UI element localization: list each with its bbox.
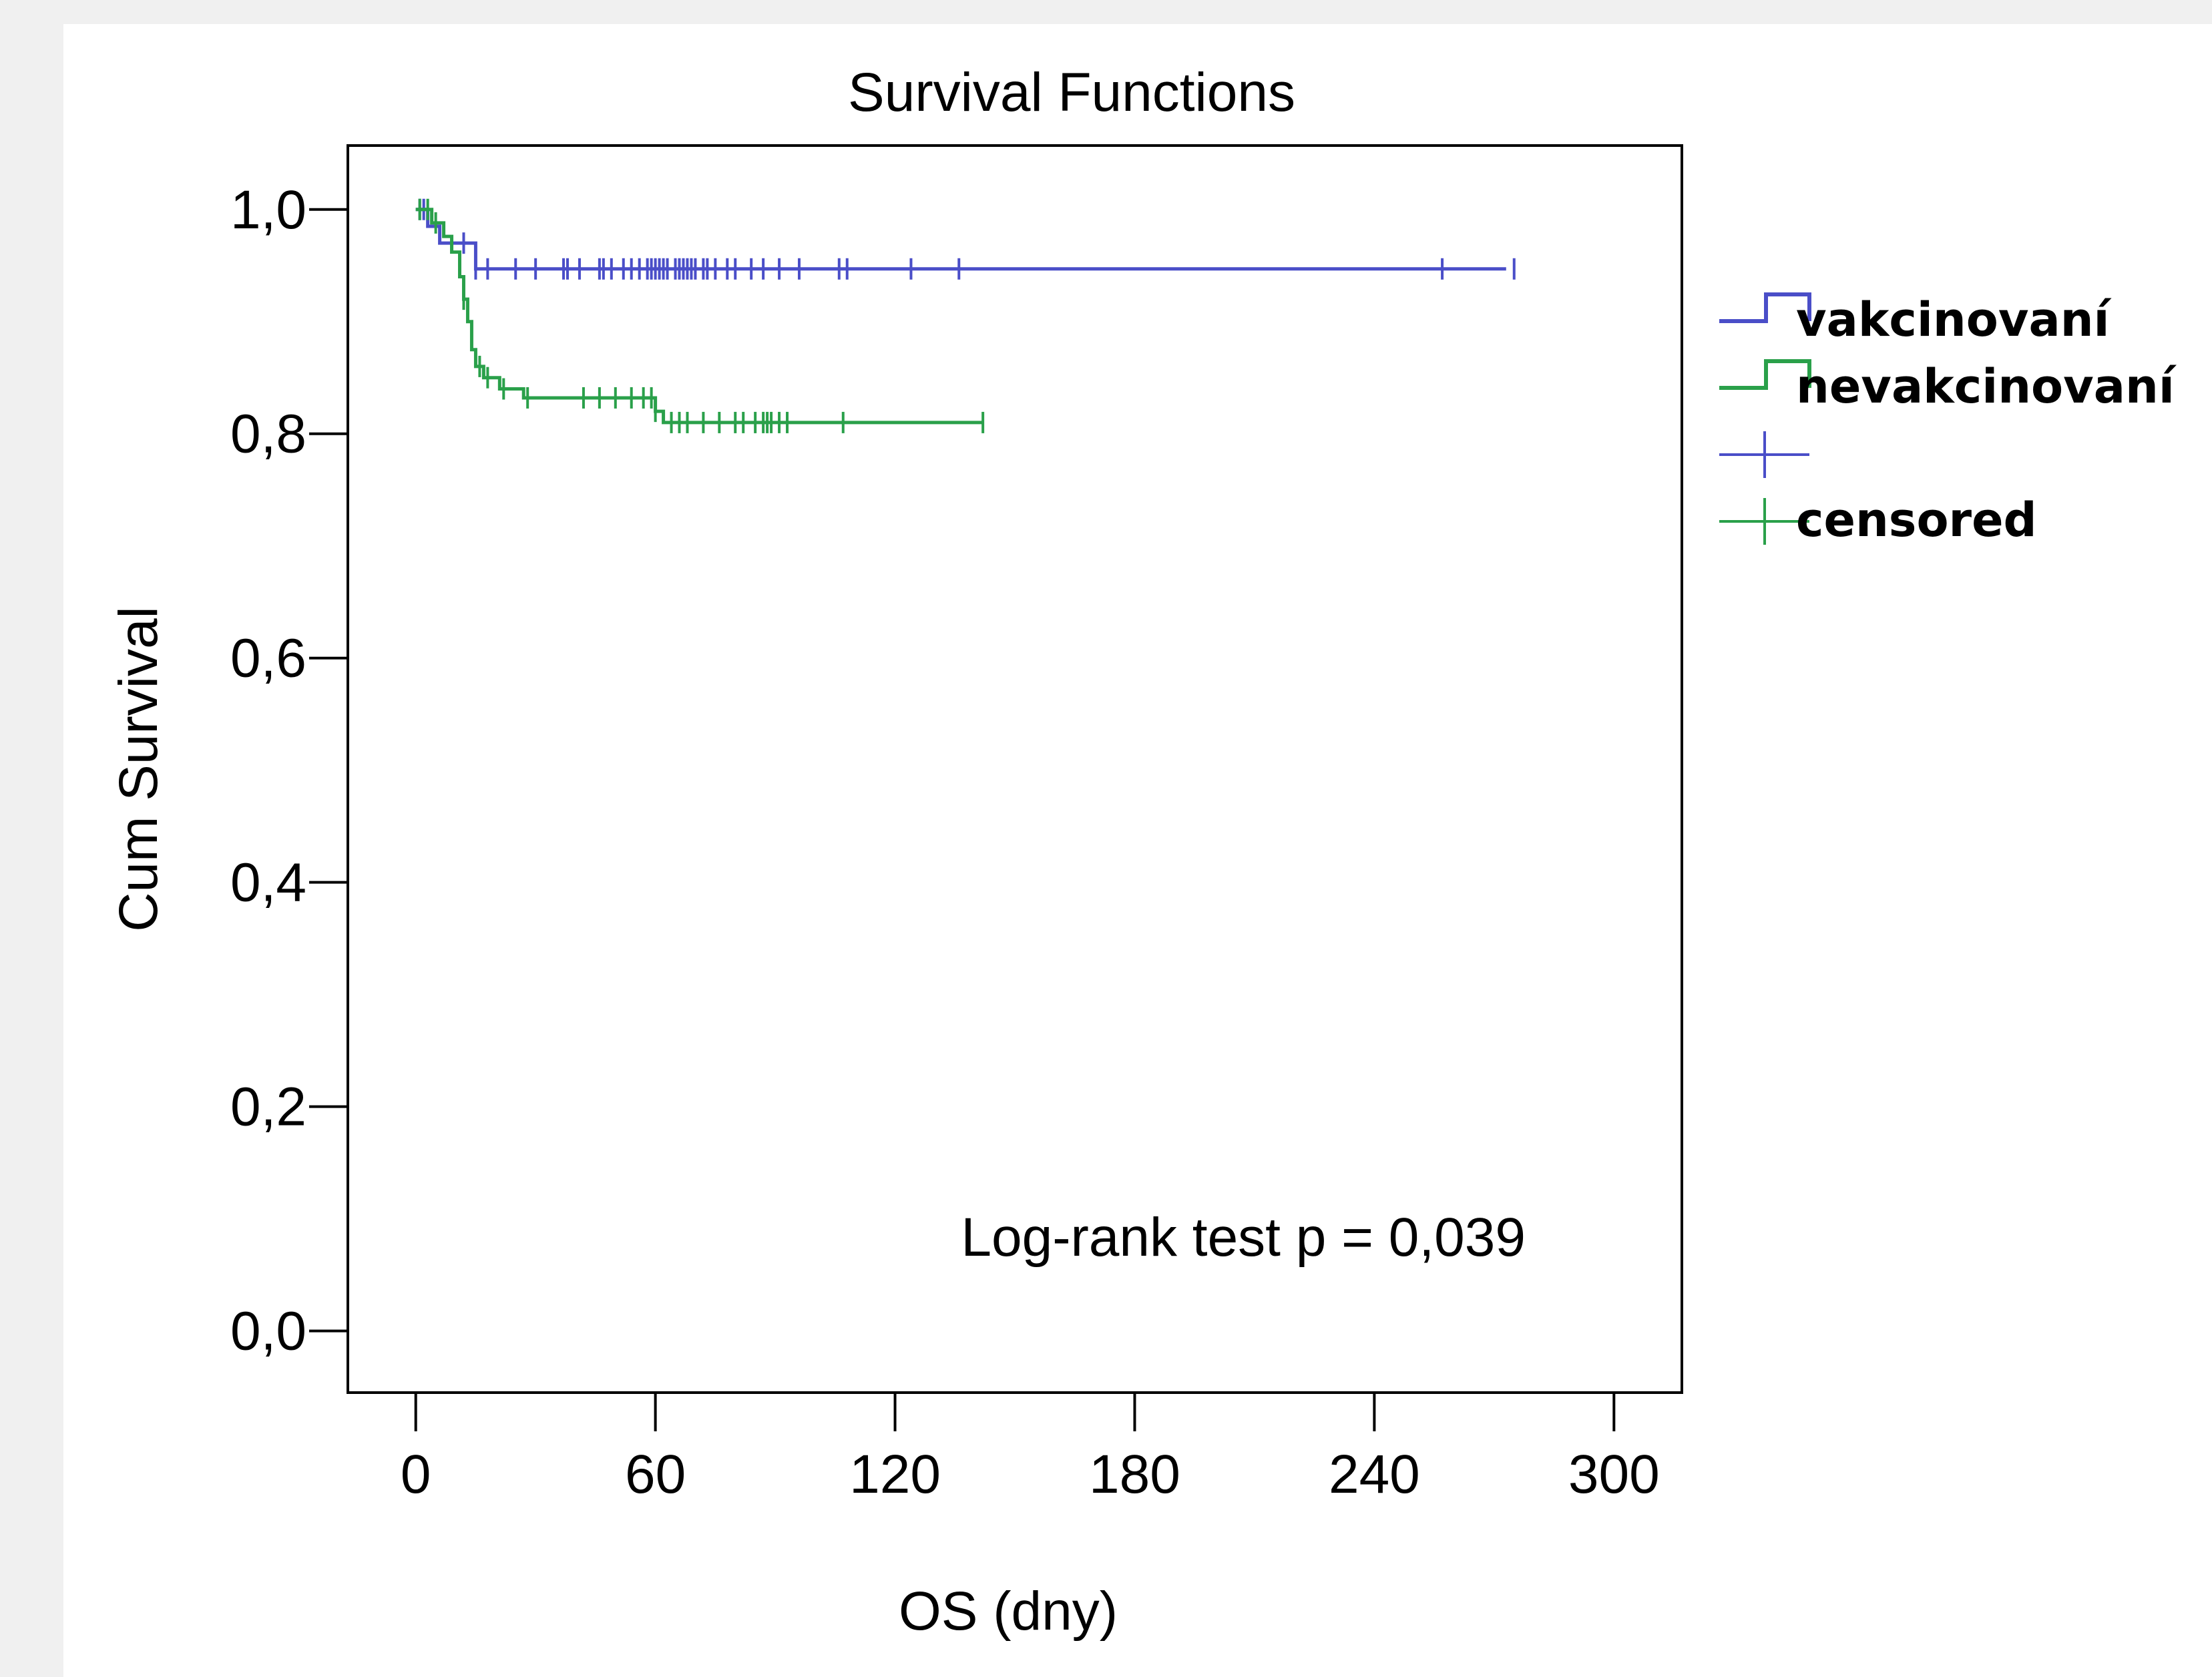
log-rank-annotation: Log-rank test p = 0,039 [961, 1207, 1526, 1268]
legend-step-swatch [1719, 359, 1811, 390]
survival-curve-nevakcinovani [415, 208, 983, 425]
x-axis: 0 60 120 180 240 300 [401, 1393, 1660, 1505]
series-layer [415, 198, 1516, 433]
plot-area [347, 144, 1683, 1394]
y-axis: 0,0 0,2 0,4 0,6 0,8 1,0 [230, 180, 348, 1362]
x-tick-label: 300 [1568, 1444, 1660, 1505]
y-tick-label: 1,0 [230, 180, 306, 240]
legend-label: nevakcinovaní [1796, 359, 2177, 414]
x-tick-label: 60 [625, 1444, 686, 1505]
km-chart: Survival Functions 0,0 0,2 0,4 0,6 0,8 1,0 0 6… [108, 62, 2177, 1642]
y-tick-label: 0,6 [230, 628, 306, 689]
y-axis-label: Cum Survival [108, 606, 169, 932]
y-tick-label: 0,8 [230, 404, 306, 465]
chart-title: Survival Functions [848, 62, 1295, 123]
x-tick-label: 240 [1329, 1444, 1420, 1505]
x-tick-label: 120 [849, 1444, 941, 1505]
x-tick-label: 180 [1089, 1444, 1180, 1505]
y-tick-label: 0,0 [230, 1301, 306, 1362]
y-tick-label: 0,2 [230, 1077, 306, 1138]
legend: vakcinovaní nevakcinovaní censored [1719, 292, 2177, 547]
legend-label: censored [1796, 493, 2037, 547]
legend-step-swatch [1719, 292, 1811, 323]
y-tick-label: 0,4 [230, 853, 306, 913]
x-axis-label: OS (dny) [899, 1581, 1118, 1642]
x-tick-label: 0 [401, 1444, 431, 1505]
chart-figure: Survival Functions 0,0 0,2 0,4 0,6 0,8 1,0 0 6… [63, 24, 2212, 1677]
legend-label: vakcinovaní [1796, 292, 2113, 347]
